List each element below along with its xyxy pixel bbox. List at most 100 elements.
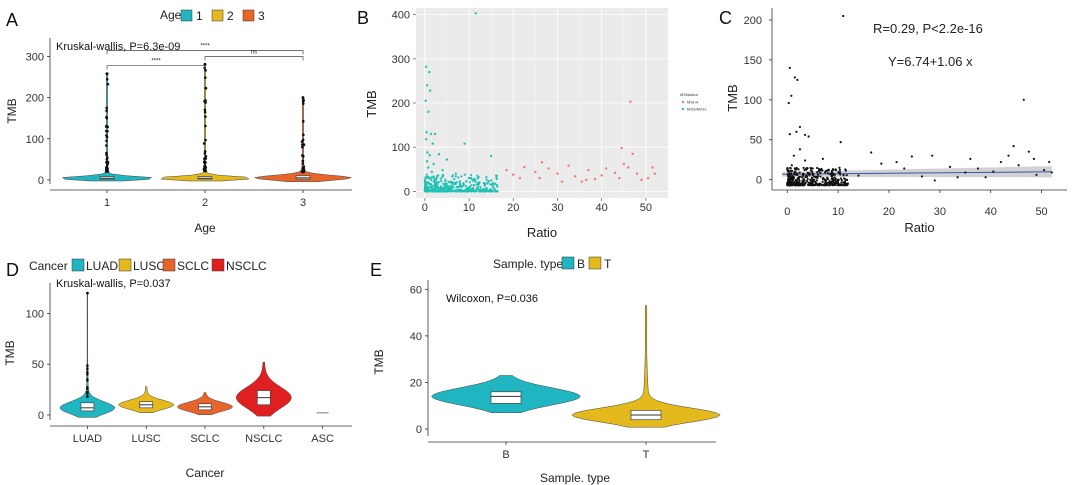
x-axis-title: Ratio (904, 220, 934, 235)
point-mss-msi-l (479, 186, 482, 189)
point-mss-msi-l (454, 182, 457, 185)
data-point (796, 173, 799, 176)
point-msi-h (534, 170, 537, 174)
data-point (788, 180, 791, 184)
point-mss-msi-l (447, 180, 450, 184)
outlier-point (300, 145, 304, 149)
x-axis-title: Ratio (527, 225, 557, 240)
outlier-point (86, 386, 89, 389)
data-point (802, 182, 805, 186)
outlier-point (86, 291, 89, 295)
point-mss-msi-l (470, 190, 473, 193)
y-tick-label: 0 (756, 175, 762, 187)
data-point (810, 176, 814, 179)
data-point (823, 171, 827, 174)
point-mss-msi-l (485, 178, 488, 181)
panel-label-b: B (357, 8, 369, 28)
data-point (812, 173, 815, 176)
point-mss-msi-l (430, 190, 434, 193)
y-tick-label: 0 (38, 175, 44, 187)
outlier-point (105, 144, 108, 147)
point-msi-h (600, 174, 603, 177)
data-point (791, 176, 794, 180)
point-mss-msi-l (465, 179, 468, 183)
x-tick-label: 2 (202, 197, 208, 209)
point-mss-msi-l (424, 65, 428, 68)
y-tick-label: 200 (392, 98, 410, 110)
data-point (803, 159, 807, 162)
significance-label: **** (151, 59, 161, 65)
point-mss-msi-l (424, 176, 428, 179)
point-msi-h (631, 152, 634, 156)
data-point (1032, 157, 1036, 160)
data-point (830, 175, 834, 178)
point-mss-msi-l (426, 187, 429, 190)
data-point (790, 173, 793, 176)
point-mss-msi-l (428, 70, 431, 74)
point-msi-h (567, 164, 570, 167)
outlier-point (203, 157, 206, 161)
point-mss-msi-l (432, 175, 435, 178)
point-msi-h (538, 176, 541, 180)
data-point (846, 182, 850, 185)
outlier-point (203, 110, 207, 114)
data-point (808, 172, 811, 175)
data-point (817, 184, 820, 187)
outlier-point (106, 163, 109, 166)
legend-label: MSI-H (687, 100, 698, 105)
point-mss-msi-l (439, 177, 442, 180)
x-tick-label: 10 (463, 202, 475, 214)
significance-bracket (106, 49, 304, 55)
point-mss-msi-l (476, 186, 479, 190)
data-point (814, 180, 817, 184)
point-mss-msi-l (475, 189, 478, 193)
y-tick-label: 200 (26, 93, 44, 105)
data-point (821, 180, 824, 183)
outlier-point (301, 102, 305, 105)
outlier-point (203, 164, 207, 168)
outlier-point (86, 365, 89, 368)
y-tick-label: 100 (26, 134, 44, 146)
point-msi-h (523, 165, 526, 169)
data-point (806, 171, 809, 174)
outlier-point (86, 395, 89, 398)
data-point (811, 182, 814, 185)
point-msi-h (629, 100, 632, 103)
data-point (789, 166, 792, 170)
data-point (802, 172, 805, 175)
data-point (797, 176, 800, 179)
data-point (816, 171, 819, 174)
stat-annotation: Wilcoxon, P=0.036 (446, 293, 538, 305)
data-point (800, 182, 803, 185)
data-point (799, 183, 803, 187)
outlier-point (106, 156, 109, 159)
data-point (793, 76, 796, 79)
data-point (816, 166, 819, 170)
point-mss-msi-l (445, 189, 448, 192)
y-tick-label: 300 (26, 52, 44, 64)
data-point (827, 169, 830, 172)
point-mss-msi-l (489, 154, 493, 158)
point-mss-msi-l (496, 190, 499, 193)
data-point (826, 176, 829, 179)
data-point (815, 179, 818, 182)
point-msi-h (620, 146, 623, 150)
data-point (786, 183, 789, 186)
data-point (805, 168, 808, 171)
point-mss-msi-l (474, 180, 477, 183)
y-axis-title: TMB (5, 98, 19, 123)
outlier-point (106, 129, 109, 133)
point-mss-msi-l (451, 175, 454, 178)
data-point (824, 184, 827, 187)
x-axis-title: Cancer (186, 466, 225, 480)
point-mss-msi-l (467, 176, 471, 180)
legend-title: Cancer (29, 259, 68, 273)
point-mss-msi-l (430, 187, 434, 190)
point-mss-msi-l (424, 99, 427, 102)
outlier-point (301, 159, 305, 163)
outlier-point (301, 138, 305, 142)
point-mss-msi-l (491, 182, 495, 185)
data-point (1035, 173, 1038, 176)
point-mss-msi-l (460, 175, 463, 178)
